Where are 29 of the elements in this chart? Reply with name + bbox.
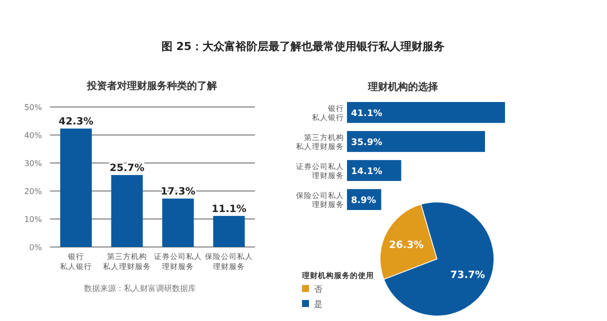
text: 图 25：大众富裕阶层最了解也最常使用银行私人理财服务 bbox=[161, 40, 445, 53]
data-label: 11.1% bbox=[212, 204, 246, 215]
data-label: 41.1% bbox=[351, 108, 382, 119]
source-note: 数据来源：私人财富调研数据库 bbox=[84, 284, 196, 293]
bar bbox=[347, 160, 402, 181]
data-label: 14.1% bbox=[351, 167, 382, 178]
data-label: 25.7% bbox=[110, 163, 144, 174]
y-tick-label: 0% bbox=[29, 243, 42, 252]
data-label: 42.3% bbox=[58, 116, 94, 128]
y-tick-label: 30% bbox=[24, 159, 42, 168]
bar bbox=[213, 216, 245, 247]
pie-slice bbox=[383, 202, 494, 316]
bar bbox=[162, 198, 194, 247]
legend-label: 是 bbox=[314, 299, 323, 310]
bar bbox=[60, 128, 92, 247]
data-label: 8.9% bbox=[351, 196, 376, 206]
bar bbox=[347, 102, 505, 123]
y-tick-label: 40% bbox=[24, 131, 42, 140]
bar bbox=[347, 131, 486, 152]
chart-title: 理财机构的选择 bbox=[367, 81, 438, 93]
data-label: 73.7% bbox=[450, 270, 485, 282]
data-label: 26.3% bbox=[389, 240, 424, 251]
y-tick-label: 50% bbox=[24, 103, 42, 112]
legend-label: 否 bbox=[314, 285, 323, 295]
chart-subtitle: 投资者对理财服务种类的了解 bbox=[86, 80, 217, 92]
y-tick-label: 20% bbox=[24, 187, 42, 196]
data-label: 35.9% bbox=[351, 138, 382, 148]
y-tick-label: 10% bbox=[24, 215, 42, 224]
bar bbox=[111, 175, 143, 247]
